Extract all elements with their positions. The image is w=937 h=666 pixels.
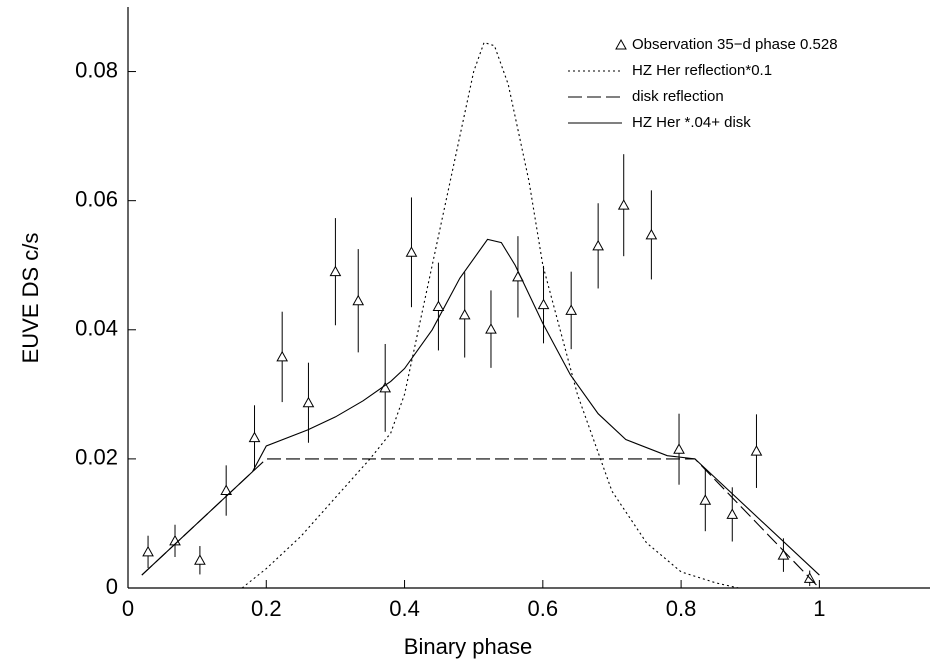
legend-label: Observation 35−d phase 0.528 <box>632 36 838 53</box>
y-tick-label: 0.08 <box>75 57 118 82</box>
x-axis-label: Binary phase <box>404 634 532 659</box>
data-point <box>565 304 578 315</box>
x-tick-label: 1 <box>813 596 825 621</box>
y-tick-label: 0.02 <box>75 445 118 470</box>
x-tick-label: 0.2 <box>251 596 282 621</box>
y-tick-label: 0.06 <box>75 186 118 211</box>
y-tick-label: 0.04 <box>75 316 118 341</box>
data-point <box>673 443 685 454</box>
x-tick-label: 0.4 <box>389 596 420 621</box>
data-point <box>726 508 739 519</box>
legend-label: HZ Her *.04+ disk <box>632 114 751 131</box>
data-point <box>485 323 497 334</box>
data-point <box>194 554 206 565</box>
data-point <box>699 494 712 505</box>
series-line <box>141 458 820 589</box>
data-point <box>750 445 763 456</box>
data-point <box>329 265 342 277</box>
data-point <box>142 545 154 557</box>
y-tick-label: 0 <box>106 574 118 599</box>
data-point <box>617 199 630 210</box>
data-point <box>458 308 471 320</box>
x-tick-label: 0.8 <box>666 596 697 621</box>
legend-marker <box>615 38 627 50</box>
legend-label: disk reflection <box>632 88 724 105</box>
data-point <box>220 484 233 496</box>
y-axis-label: EUVE DS c/s <box>18 233 43 364</box>
series-line <box>141 238 820 576</box>
data-point <box>302 396 315 408</box>
data-point <box>276 350 289 362</box>
data-point <box>777 549 790 560</box>
data-point <box>592 239 604 251</box>
data-point <box>405 246 418 257</box>
x-tick-label: 0.6 <box>528 596 559 621</box>
legend-label: HZ Her reflection*0.1 <box>632 62 772 79</box>
data-point <box>169 534 181 546</box>
data-point <box>645 228 658 240</box>
data-point <box>432 300 445 312</box>
series-line <box>241 41 739 589</box>
data-point <box>352 294 365 306</box>
data-point <box>537 298 550 310</box>
x-tick-label: 0 <box>122 596 134 621</box>
data-point <box>248 431 261 443</box>
